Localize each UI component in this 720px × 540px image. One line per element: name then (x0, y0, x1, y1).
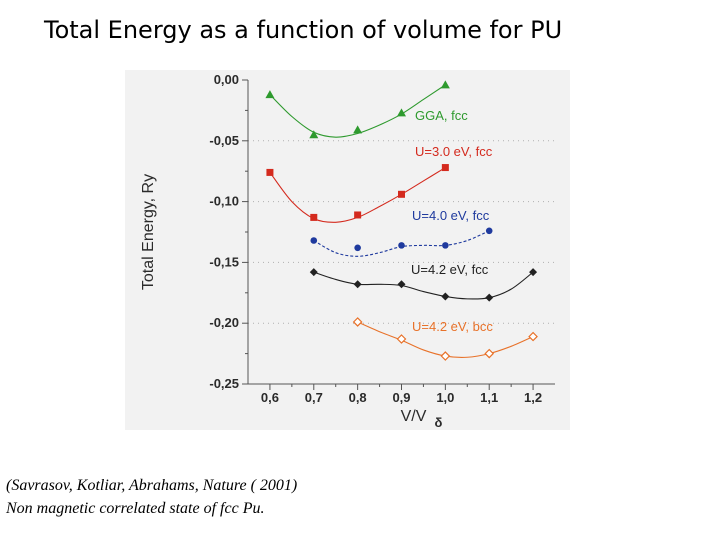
series-line (269, 84, 446, 138)
y-tick-label: -0,15 (209, 254, 239, 269)
y-tick-label: -0,10 (209, 194, 239, 209)
data-point (484, 348, 495, 359)
data-point (440, 80, 450, 89)
series-line (313, 271, 534, 300)
citation-line-1: (Savrasov, Kotliar, Abrahams, Nature ( 2… (6, 477, 298, 494)
data-point (440, 351, 451, 361)
x-tick-label: 1,1 (480, 390, 498, 405)
data-point (397, 108, 406, 117)
x-axis-label-subscript: δ (435, 415, 443, 430)
x-tick-label: 0,8 (349, 390, 367, 405)
data-point (441, 164, 449, 172)
chart-legend: GGA, fcc U=3.0 eV, fcc U=4.0 eV, fcc U=4.2 … (411, 108, 493, 334)
data-point (265, 90, 275, 99)
data-point (353, 280, 362, 289)
y-tick-label: -0,20 (209, 315, 239, 330)
energy-volume-chart: GGA, fcc U=3.0 eV, fcc U=4.0 eV, fcc U=4.2 … (140, 72, 555, 430)
legend-entry: U=4.2 eV, bcc (412, 319, 493, 334)
x-axis-label: V/V (401, 408, 427, 425)
y-tick-label: 0,00 (214, 72, 239, 87)
data-point (442, 242, 449, 249)
data-point (352, 317, 363, 327)
data-point (354, 211, 362, 219)
x-tick-label: 0,6 (261, 390, 279, 405)
y-axis-label: Total Energy, Ry (140, 174, 157, 290)
data-point (396, 334, 407, 344)
data-point (310, 213, 318, 221)
x-tick-label: 0,7 (305, 390, 323, 405)
y-tick-label: -0,25 (209, 376, 239, 391)
chart-axis-labels: 0,00 -0,05 -0,10 -0,15 -0,20 -0,25 0,6 0,7 0,8 0,… (140, 72, 542, 430)
data-point (266, 168, 274, 176)
data-point (309, 130, 319, 139)
chart-axes (242, 79, 555, 390)
data-point (529, 268, 538, 277)
data-point (441, 292, 450, 301)
data-point (398, 242, 405, 249)
data-point (353, 125, 363, 134)
citation-line-2: Non magnetic correlated state of fcc Pu. (6, 500, 265, 517)
legend-entry: U=4.0 eV, fcc (412, 208, 490, 223)
data-point (528, 331, 538, 342)
data-point (397, 280, 406, 289)
chart-markers (265, 80, 538, 361)
data-point (309, 268, 318, 277)
citation: (Savrasov, Kotliar, Abrahams, Nature ( 2… (6, 474, 297, 520)
data-point (485, 227, 493, 235)
y-tick-label: -0,05 (209, 133, 239, 148)
chart-curves (269, 84, 534, 358)
chart-panel: GGA, fcc U=3.0 eV, fcc U=4.0 eV, fcc U=4.2 … (125, 70, 570, 430)
slide-title: Total Energy as a function of volume for… (44, 16, 563, 44)
x-tick-label: 1,0 (436, 390, 454, 405)
legend-entry: U=4.2 eV, fcc (411, 262, 489, 277)
data-point (310, 237, 318, 244)
data-point (354, 244, 361, 252)
x-tick-label: 1,2 (524, 390, 542, 405)
chart-gridlines (248, 140, 555, 324)
x-tick-label: 0,9 (392, 390, 410, 405)
legend-entry: U=3.0 eV, fcc (415, 144, 493, 159)
legend-entry: GGA, fcc (415, 108, 468, 123)
data-point (485, 293, 494, 302)
data-point (398, 190, 405, 198)
